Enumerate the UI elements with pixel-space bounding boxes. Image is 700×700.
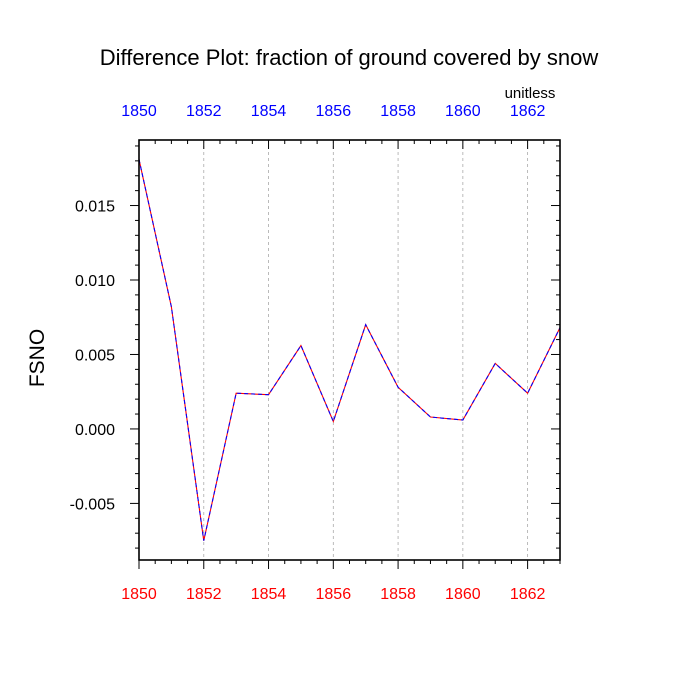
tick-labels: 1850 1850 1852 1852 1854 1854 1856 1856 1858 1858…: [70, 103, 546, 603]
x-tick-label-bottom: 1862: [510, 586, 546, 603]
y-tick-label: 0.015: [75, 199, 115, 216]
x-tick-label-bottom: 1856: [316, 586, 352, 603]
axis-ticks: [130, 140, 561, 569]
x-tick-label-top: 1854: [251, 103, 287, 120]
y-tick-label: -0.005: [70, 496, 115, 513]
y-tick-label: 0.005: [75, 347, 115, 364]
grid-lines: [203, 140, 529, 560]
x-tick-label-top: 1858: [380, 103, 416, 120]
chart-title: Difference Plot: fraction of ground cove…: [100, 45, 599, 70]
x-tick-label-top: 1852: [186, 103, 222, 120]
x-tick-label-bottom: 1852: [186, 586, 222, 603]
y-tick-label: 0.010: [75, 273, 115, 290]
x-tick-label-top: 1850: [121, 103, 157, 120]
x-tick-label-top: 1860: [445, 103, 481, 120]
x-tick-label-top: 1856: [316, 103, 352, 120]
x-tick-label-top: 1862: [510, 103, 546, 120]
plot-frame: [138, 139, 561, 561]
x-tick-label-bottom: 1850: [121, 586, 157, 603]
series-lines: [138, 159, 561, 541]
y-tick-label: 0.000: [75, 422, 115, 439]
series-line-blue: [138, 159, 561, 541]
x-tick-label-bottom: 1858: [380, 586, 416, 603]
units-label: unitless: [505, 85, 556, 102]
y-axis-label: FSNO: [26, 329, 49, 387]
series-line-red: [138, 159, 561, 541]
x-tick-label-bottom: 1854: [251, 586, 287, 603]
x-tick-label-bottom: 1860: [445, 586, 481, 603]
